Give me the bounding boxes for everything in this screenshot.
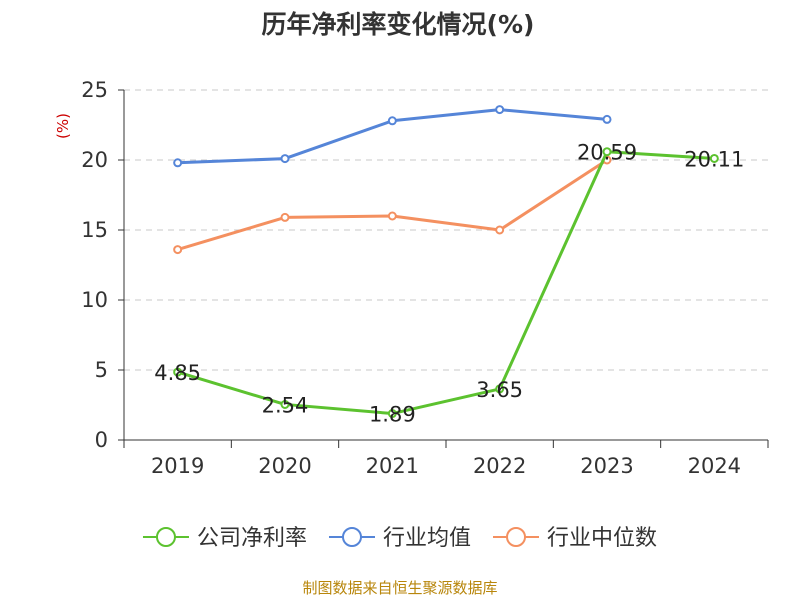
- y-tick-label: 15: [81, 218, 108, 242]
- x-tick-label: 2022: [473, 454, 526, 478]
- x-tick-label: 2020: [258, 454, 311, 478]
- legend-item[interactable]: 行业中位数: [493, 526, 657, 551]
- data-point: [387, 211, 397, 221]
- data-point: [173, 367, 183, 377]
- data-point: [280, 212, 290, 222]
- legend[interactable]: 公司净利率 行业均值 行业中位数: [142, 526, 657, 551]
- y-axis-label: (%): [54, 113, 72, 139]
- data-point: [173, 245, 183, 255]
- data-label: 4.85: [154, 361, 201, 385]
- y-tick-label: 10: [81, 288, 108, 312]
- x-tick-label: 2021: [366, 454, 419, 478]
- legend-label: 行业均值: [383, 526, 471, 551]
- chart-title: 历年净利率变化情况(%): [262, 10, 535, 39]
- legend-marker: [341, 527, 362, 547]
- grid-lines: [124, 89, 768, 371]
- x-tick-label: 2024: [688, 454, 741, 478]
- data-point: [495, 384, 505, 394]
- legend-marker: [506, 527, 527, 547]
- data-label: 20.59: [577, 141, 637, 165]
- legend-item[interactable]: 行业均值: [328, 526, 471, 551]
- data-point: [280, 154, 290, 164]
- y-tick-label: 20: [81, 148, 108, 172]
- data-point: [280, 399, 290, 409]
- data-label: 3.65: [476, 378, 523, 402]
- x-tick-label: 2019: [151, 454, 204, 478]
- series-line: [177, 150, 715, 416]
- legend-label: 行业中位数: [547, 526, 657, 551]
- data-point: [387, 116, 397, 126]
- axes: 0 5 10 15 20 25 2019 2020 2021 2022 2023 2024: [81, 78, 769, 478]
- source-note: 制图数据来自恒生聚源数据库: [302, 579, 497, 597]
- data-point: [495, 105, 505, 115]
- y-tick-label: 0: [95, 428, 108, 452]
- y-tick-label: 25: [81, 78, 108, 102]
- y-tick-label: 5: [95, 358, 108, 382]
- data-label: 1.89: [369, 403, 416, 427]
- x-tick-label: 2023: [580, 454, 633, 478]
- data-point: [495, 225, 505, 235]
- data-point: [602, 114, 612, 124]
- data-labels: 4.85 2.54 1.89 3.65 20.59 20.11: [154, 141, 744, 427]
- data-point: [709, 153, 719, 163]
- data-point: [173, 158, 183, 168]
- data-point: [387, 409, 397, 419]
- series-line: [177, 158, 608, 252]
- legend-item[interactable]: 公司净利率: [142, 526, 307, 551]
- data-label: 2.54: [262, 393, 309, 417]
- series-group: [173, 105, 719, 419]
- legend-label: 公司净利率: [197, 526, 307, 551]
- data-label: 20.11: [684, 147, 744, 171]
- data-point: [602, 147, 612, 157]
- legend-marker: [155, 527, 176, 547]
